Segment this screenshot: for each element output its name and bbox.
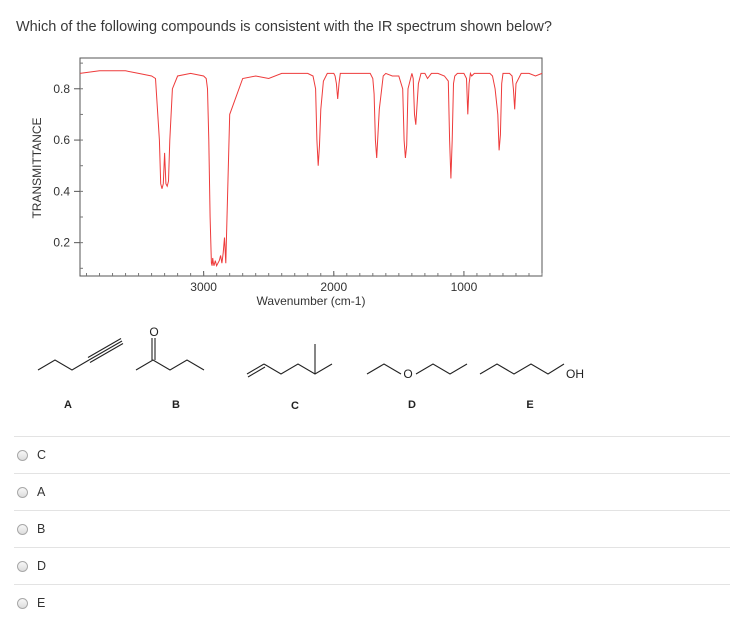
- option-a[interactable]: A: [14, 473, 730, 510]
- radio-button[interactable]: [17, 597, 28, 609]
- radio-button[interactable]: [17, 560, 28, 572]
- option-b[interactable]: B: [14, 510, 730, 547]
- compound-e-hydroxyl: OH: [566, 367, 584, 381]
- y-axis-label: TRANSMITTANCE: [30, 117, 44, 218]
- compound-c-structure: [246, 344, 333, 378]
- radio-button[interactable]: [17, 523, 28, 535]
- compound-d-oxygen: O: [403, 367, 412, 381]
- compound-b-label: B: [172, 399, 180, 411]
- spectrum-line: [79, 70, 543, 268]
- option-c[interactable]: C: [14, 436, 730, 473]
- y-tick-label: 0.6: [53, 133, 70, 147]
- ir-chart: 0.20.40.60.8 3000 2000 1000 TRANSMITTANCE …: [30, 57, 543, 308]
- compound-b-structure: [135, 338, 205, 371]
- option-label: A: [37, 485, 46, 499]
- compound-a-label: A: [64, 399, 72, 411]
- ir-spectrum-figure: 0.20.40.60.8 3000 2000 1000 TRANSMITTANCE …: [30, 57, 584, 412]
- option-label: D: [37, 559, 47, 573]
- compound-d-structure: [366, 363, 468, 375]
- compound-c-label: C: [291, 400, 299, 412]
- y-tick-label: 0.4: [53, 184, 70, 198]
- x-tick-label: 1000: [451, 280, 478, 294]
- option-label: B: [37, 522, 46, 536]
- option-label: E: [37, 596, 46, 610]
- option-e[interactable]: E: [14, 584, 730, 621]
- y-tick-label: 0.2: [53, 236, 70, 250]
- compound-e-structure: [479, 363, 565, 375]
- y-tick-label: 0.8: [53, 82, 70, 96]
- radio-button[interactable]: [17, 486, 28, 498]
- x-tick-label: 2000: [320, 280, 347, 294]
- compound-a-structure: [37, 338, 124, 371]
- x-tick-label: 3000: [190, 280, 217, 294]
- question-text: Which of the following compounds is cons…: [16, 19, 552, 35]
- compound-d-label: D: [408, 399, 416, 411]
- option-d[interactable]: D: [14, 547, 730, 584]
- plot-frame: [79, 57, 543, 277]
- compound-e-label: E: [526, 399, 533, 411]
- option-label: C: [37, 448, 47, 462]
- compound-b-oxygen: O: [149, 325, 158, 339]
- answer-options: C A B D E: [14, 436, 730, 621]
- compound-structures: [37, 338, 565, 378]
- radio-button[interactable]: [17, 449, 28, 461]
- x-axis-label: Wavenumber (cm-1): [257, 294, 366, 308]
